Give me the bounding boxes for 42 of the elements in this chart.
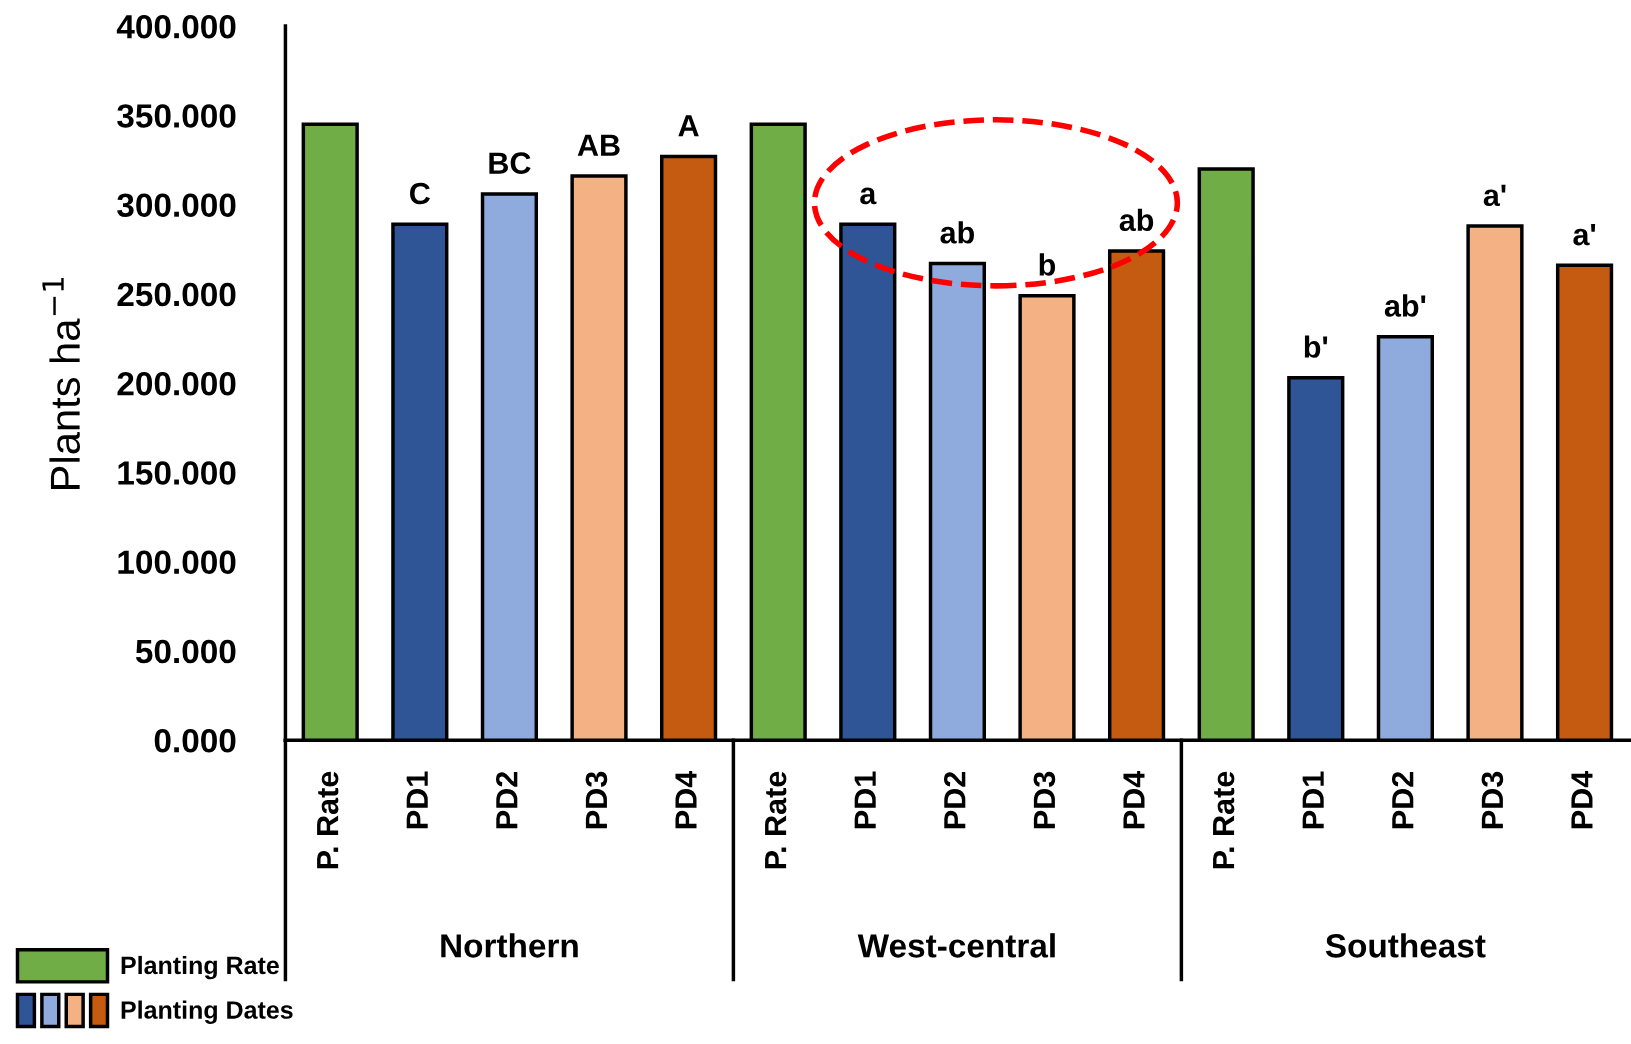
- y-tick-label: 200.000: [117, 371, 236, 396]
- y-tick-label: 400.000: [116, 14, 236, 39]
- y-tick-label: 0.000: [154, 729, 236, 753]
- x-tick-label: PD4: [1571, 770, 1593, 829]
- x-tick-label: P. Rate: [1213, 771, 1235, 869]
- y-tick-label: 50.000: [135, 639, 236, 664]
- text: West-central: [857, 933, 1055, 958]
- y-tick-label: 350.000: [117, 104, 236, 128]
- data-label: a': [1573, 224, 1596, 246]
- y-tick-label: 150.000: [118, 461, 236, 485]
- data-label: AB: [577, 134, 620, 156]
- data-label: b: [1039, 253, 1056, 276]
- x-tick-label: PD3: [585, 771, 608, 829]
- data-label: ab: [940, 221, 974, 244]
- x-tick-label: PD4: [675, 770, 697, 829]
- legend-label: Planting Rate: [121, 955, 279, 980]
- y-tick-label: 100.000: [118, 550, 236, 575]
- x-tick-label: PD2: [495, 771, 518, 829]
- x-tick-label: P. Rate: [317, 771, 339, 869]
- x-tick-label: PD3: [1481, 771, 1504, 829]
- x-tick-label: PD1: [406, 771, 428, 829]
- text: Southeast: [1325, 933, 1486, 958]
- x-tick-label: P. Rate: [765, 771, 787, 869]
- data-label: b': [1304, 335, 1328, 358]
- y-axis-title: Plants ha$^{−1}$: [42, 277, 81, 489]
- data-label: A: [678, 115, 699, 137]
- x-tick-label: PD4: [1123, 770, 1145, 829]
- x-tick-label: PD2: [943, 771, 966, 829]
- y-tick-label: 250.000: [117, 282, 236, 307]
- y-tick-label: 300.000: [117, 193, 236, 218]
- text: Northern: [441, 933, 578, 958]
- data-label: a: [860, 187, 877, 205]
- x-tick-label: PD1: [854, 771, 876, 829]
- legend-label: Planting Dates: [121, 1000, 293, 1024]
- data-label: ab': [1384, 294, 1426, 317]
- data-label: a': [1483, 184, 1506, 207]
- data-label: ab: [1119, 208, 1154, 232]
- x-tick-label: PD3: [1033, 771, 1056, 829]
- data-label: BC: [489, 152, 531, 174]
- x-tick-label: PD2: [1391, 771, 1414, 829]
- data-label: C: [410, 182, 431, 205]
- x-tick-label: PD1: [1302, 771, 1324, 829]
